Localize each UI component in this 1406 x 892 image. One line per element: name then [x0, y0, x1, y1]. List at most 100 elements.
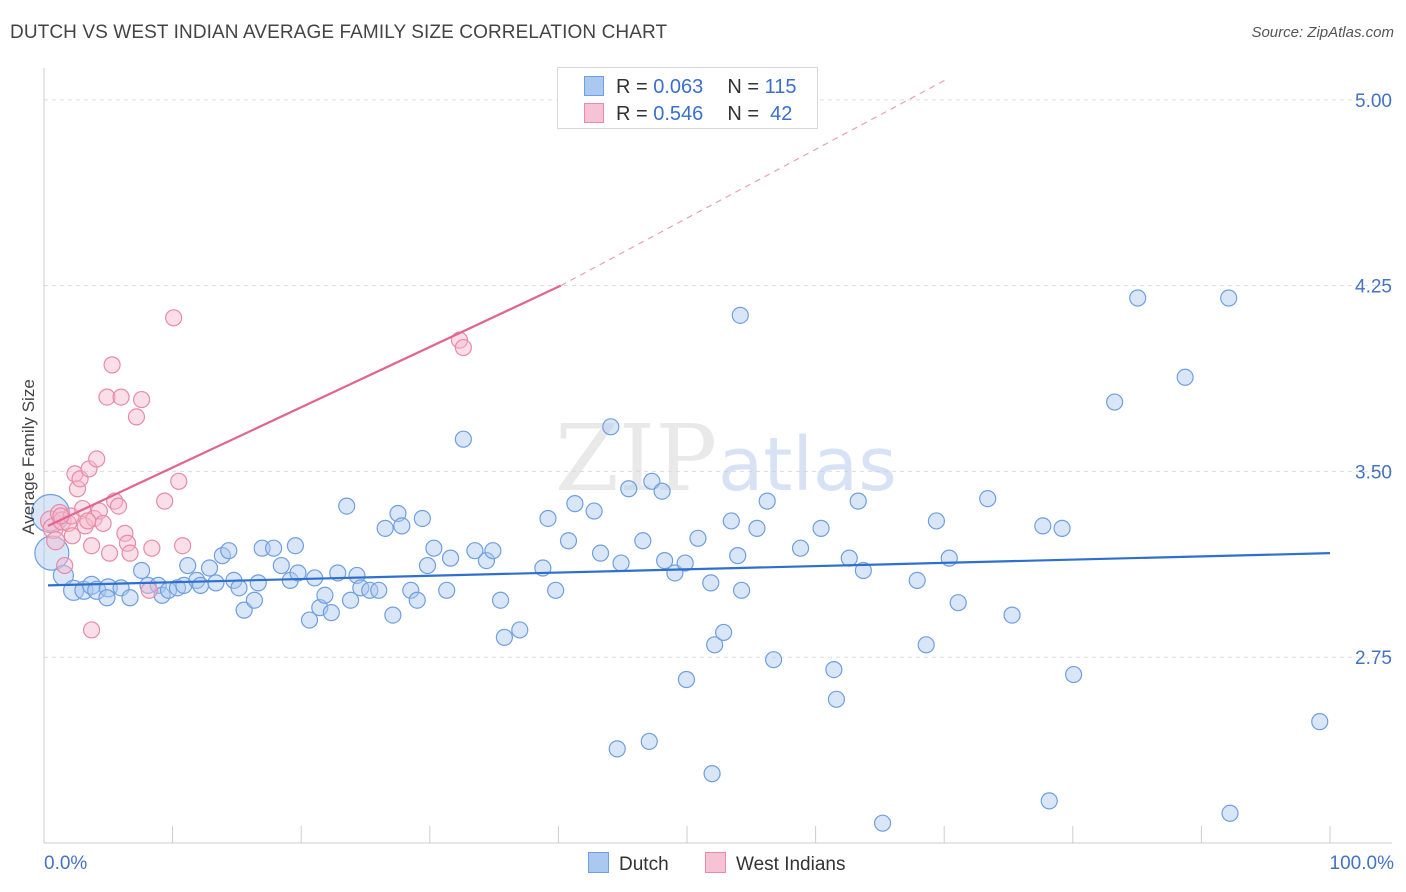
west-indian-point	[100, 544, 119, 562]
west-indian-point	[118, 534, 137, 552]
dutch-point	[634, 532, 652, 550]
dutch-point	[418, 556, 437, 575]
dutch-point	[98, 589, 116, 607]
dutch-n-value: 115	[764, 76, 797, 98]
west-indian-point	[79, 512, 97, 530]
west-n-label: N =	[727, 103, 765, 125]
dutch-point	[612, 554, 630, 572]
dutch-point	[1064, 665, 1083, 684]
west-indian-point	[165, 309, 183, 327]
west-indian-trend-line	[47, 284, 562, 527]
dutch-point	[791, 539, 810, 557]
west-indians-swatch	[584, 103, 604, 123]
west-indian-trend-extension	[560, 79, 946, 287]
dutch-point	[121, 589, 139, 607]
axes	[43, 68, 1392, 844]
dutch-point	[361, 581, 379, 599]
legend-row-dutch: R = 0.063 N = 115	[584, 76, 796, 99]
dutch-point	[812, 519, 830, 537]
dutch-point	[706, 636, 724, 654]
dutch-point	[235, 601, 253, 619]
west-indian-point	[94, 514, 112, 533]
bottom-dutch-swatch	[588, 852, 609, 873]
y-axis-label: Average Family Size	[19, 379, 38, 535]
dutch-point	[249, 574, 267, 592]
dutch-point	[413, 509, 431, 528]
dutch-point	[370, 581, 388, 599]
dutch-point	[34, 535, 70, 571]
west-r-value: 0.546	[653, 103, 704, 125]
dutch-point	[191, 576, 210, 594]
dutch-point	[1220, 289, 1238, 307]
dutch-point	[703, 765, 721, 783]
dutch-point	[484, 542, 502, 560]
west-indian-point	[170, 472, 188, 490]
dutch-point	[827, 690, 846, 708]
x-tick-label-max: 100.0%	[1330, 853, 1395, 874]
dutch-point	[207, 574, 225, 592]
dutch-r-value: 0.063	[653, 76, 704, 98]
dutch-point	[729, 547, 747, 565]
west-r-label: R =	[616, 103, 654, 125]
dutch-point	[608, 740, 626, 758]
y-tick-label: 3.50	[1355, 462, 1392, 483]
dutch-point	[1221, 804, 1239, 822]
dutch-point	[689, 529, 707, 547]
dutch-point	[585, 502, 603, 520]
dutch-point	[393, 517, 411, 535]
dutch-point	[873, 814, 892, 832]
dutch-point	[376, 519, 394, 537]
west-indian-point	[121, 544, 139, 562]
dutch-point	[849, 492, 867, 510]
dutch-point	[1129, 289, 1147, 307]
dutch-point	[591, 544, 610, 562]
west-indian-point	[174, 537, 192, 555]
west-n-value: 42	[764, 103, 793, 125]
x-tick-label-min: 0.0%	[44, 853, 87, 874]
dutch-point	[640, 732, 658, 751]
y-tick-label: 4.25	[1355, 277, 1392, 298]
dutch-point	[454, 430, 472, 448]
dutch-point	[408, 591, 426, 609]
dutch-point	[1176, 368, 1194, 386]
dutch-point	[1040, 792, 1058, 810]
bottom-west-label: West Indians	[736, 854, 846, 875]
dutch-point	[1053, 519, 1071, 537]
dutch-point	[149, 576, 167, 594]
west-indian-point	[103, 356, 121, 374]
dutch-point	[1003, 606, 1021, 624]
dutch-point	[656, 551, 674, 570]
watermark-atlas: atlas	[718, 422, 897, 508]
dutch-point	[495, 628, 513, 646]
dutch-point	[979, 490, 997, 508]
dutch-point	[230, 579, 248, 597]
dutch-point	[653, 482, 671, 500]
west-indian-point	[63, 527, 81, 545]
west-indian-point	[98, 388, 116, 406]
dutch-point	[602, 418, 620, 436]
dutch-point	[854, 561, 872, 580]
legend-row-west-indians: R = 0.546 N = 42	[584, 103, 792, 126]
dutch-r-label: R =	[616, 76, 654, 98]
gridlines	[44, 99, 1392, 658]
dutch-point	[731, 306, 749, 324]
dutch-point	[179, 556, 197, 575]
dutch-point	[949, 594, 967, 612]
west-indian-point	[156, 492, 174, 510]
dutch-point	[559, 532, 578, 550]
dutch-point	[715, 623, 733, 642]
west-indian-point	[454, 338, 472, 357]
dutch-point	[466, 542, 484, 560]
dutch-point	[758, 492, 776, 510]
dutch-point	[265, 539, 283, 557]
west-indian-point	[109, 497, 128, 515]
dutch-point	[643, 472, 661, 490]
y-tick-label: 5.00	[1355, 91, 1392, 112]
dutch-point	[677, 670, 696, 689]
dutch-point	[908, 571, 926, 590]
dutch-point	[322, 604, 340, 622]
dutch-point	[384, 606, 402, 624]
west-indian-point	[140, 581, 158, 599]
dutch-point	[441, 549, 460, 567]
dutch-point	[825, 660, 843, 679]
